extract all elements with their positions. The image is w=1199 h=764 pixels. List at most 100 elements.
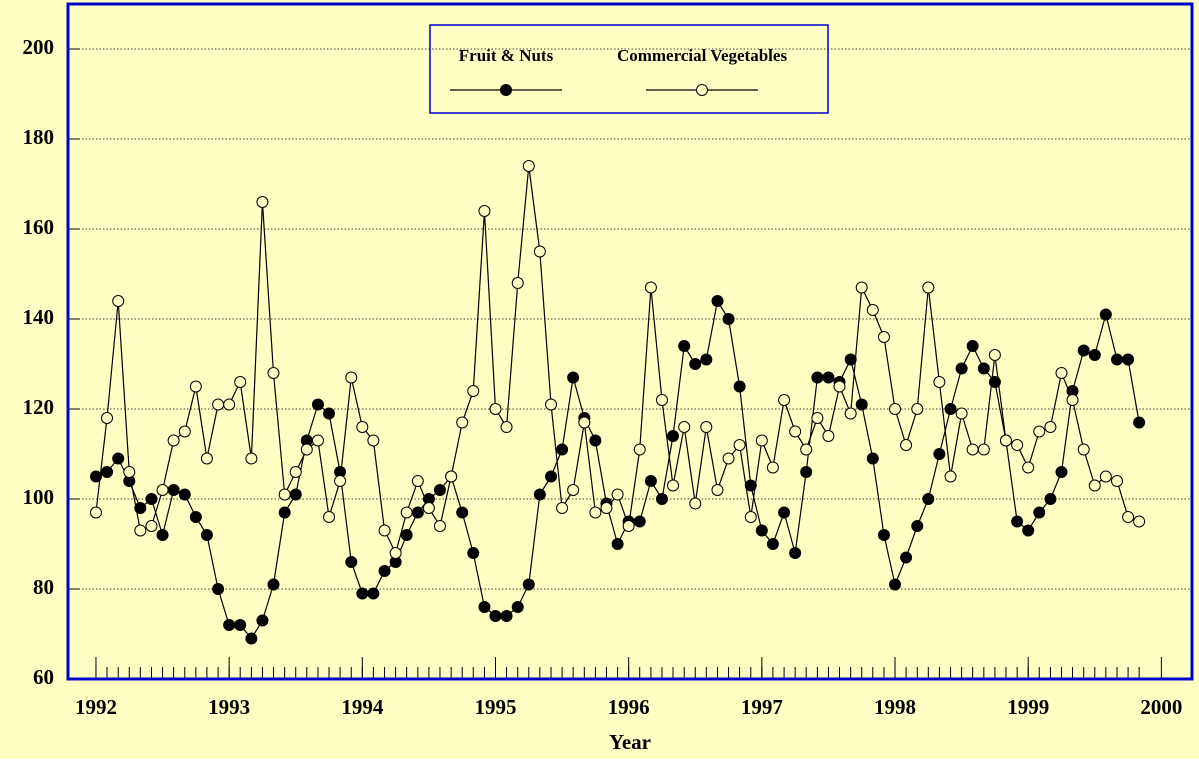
data-point (711, 484, 724, 496)
data-point (123, 466, 136, 478)
x-tick-label: 1997 (741, 695, 783, 719)
data-point (145, 493, 158, 505)
data-point (178, 425, 191, 438)
x-tick-label: 1996 (608, 695, 650, 719)
data-point (800, 466, 813, 478)
data-point (556, 443, 569, 456)
data-point (411, 506, 424, 519)
data-point (778, 506, 791, 519)
data-point (311, 434, 324, 447)
x-tick-label: 1995 (474, 695, 516, 719)
data-point (378, 565, 391, 577)
x-tick-label: 2000 (1140, 695, 1182, 719)
data-point (533, 488, 546, 501)
data-point (311, 398, 324, 411)
data-point (944, 470, 957, 483)
data-point (1011, 439, 1024, 451)
y-tick-label: 100 (23, 485, 55, 509)
data-point (245, 632, 258, 645)
data-point (1055, 367, 1068, 379)
data-point (633, 443, 646, 456)
data-point (933, 448, 946, 460)
data-point (511, 277, 524, 289)
data-point (966, 340, 979, 352)
data-point (323, 511, 336, 523)
data-point (700, 353, 713, 366)
data-point (911, 403, 924, 415)
data-point (89, 470, 102, 483)
data-point (667, 430, 680, 442)
data-point (156, 484, 169, 496)
data-point (911, 520, 924, 532)
data-point (822, 430, 835, 442)
data-point (1111, 353, 1124, 366)
data-point (722, 452, 735, 465)
data-point (711, 295, 724, 307)
x-tick-label: 1994 (341, 695, 384, 719)
data-point (1133, 416, 1146, 429)
data-point (977, 443, 990, 456)
data-point (445, 470, 458, 483)
data-point (933, 376, 946, 388)
data-point (500, 421, 513, 433)
data-point (167, 434, 180, 447)
data-point (1044, 493, 1057, 505)
data-point (655, 394, 668, 406)
data-point (267, 578, 280, 591)
data-point (156, 529, 169, 541)
data-point (611, 488, 624, 501)
data-point (101, 412, 114, 424)
data-point (822, 371, 835, 384)
data-point (800, 443, 813, 456)
data-point (1099, 308, 1112, 321)
data-point (278, 506, 291, 519)
data-point (511, 601, 524, 613)
data-point (367, 587, 380, 600)
data-point (1044, 421, 1057, 433)
y-tick-label: 140 (23, 305, 55, 329)
x-tick-label: 1993 (208, 695, 250, 719)
legend-marker (696, 84, 708, 96)
data-point (667, 479, 680, 492)
data-point (234, 376, 247, 388)
data-point (855, 398, 868, 411)
data-point (611, 538, 624, 550)
data-point (456, 506, 469, 519)
data-point (422, 502, 435, 514)
data-point (134, 524, 147, 537)
data-point (1055, 466, 1068, 478)
data-point (1111, 475, 1124, 487)
x-tick-label: 1992 (75, 695, 117, 719)
x-axis-label: Year (609, 730, 651, 754)
data-point (589, 506, 602, 519)
x-tick-label: 1999 (1007, 695, 1049, 719)
data-point (1077, 443, 1090, 456)
data-point (977, 362, 990, 375)
data-point (256, 196, 269, 208)
data-point (1033, 506, 1046, 519)
data-point (1088, 479, 1101, 492)
legend-box (429, 24, 829, 114)
y-tick-label: 60 (33, 665, 54, 689)
data-point (955, 407, 968, 420)
data-point (178, 488, 191, 501)
data-point (589, 434, 602, 447)
data-point (1122, 511, 1135, 523)
data-point (389, 547, 402, 559)
data-point (722, 313, 735, 325)
data-point (489, 610, 502, 622)
data-point (866, 304, 879, 316)
data-point (877, 529, 890, 541)
data-point (300, 443, 313, 456)
data-point (223, 398, 236, 411)
data-point (245, 452, 258, 465)
data-point (433, 484, 446, 496)
data-point (545, 398, 558, 411)
data-point (189, 380, 202, 393)
data-point (766, 461, 779, 474)
data-point (844, 407, 857, 420)
data-point (778, 394, 791, 406)
